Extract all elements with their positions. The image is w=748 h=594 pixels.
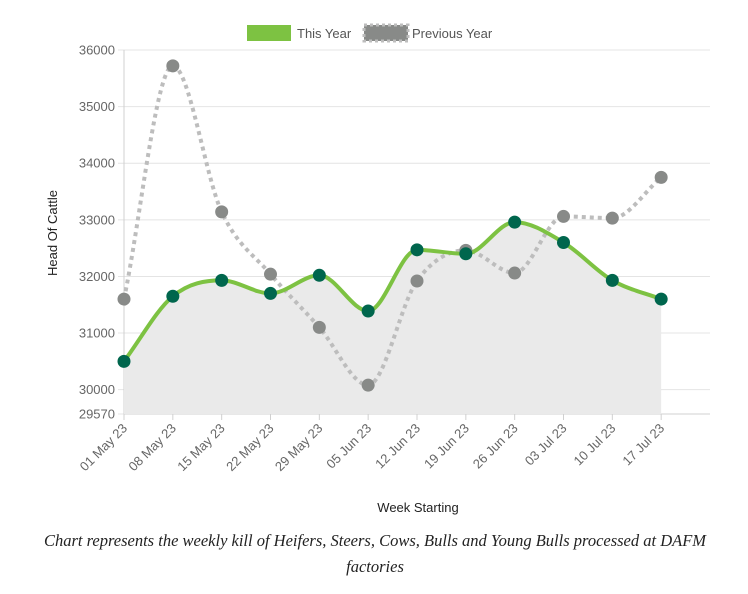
chart-caption: Chart represents the weekly kill of Heif… <box>43 531 707 576</box>
x-tick-label: 17 Jul 23 <box>619 421 667 469</box>
legend-swatch-previous-year <box>362 23 410 43</box>
y-tick-label: 29570 <box>79 407 115 422</box>
y-tick-label: 35000 <box>79 99 115 114</box>
x-tick-label: 03 Jul 23 <box>522 421 570 469</box>
y-tick-label: 31000 <box>79 326 115 341</box>
x-tick-label: 01 May 23 <box>77 421 131 475</box>
this-year-area <box>124 222 662 414</box>
legend-label-this-year: This Year <box>297 26 352 41</box>
this-year-point <box>605 273 619 287</box>
x-tick-label: 19 Jun 23 <box>421 421 472 472</box>
x-tick-label: 26 Jun 23 <box>470 421 521 472</box>
x-tick-label: 10 Jul 23 <box>571 421 619 469</box>
x-tick-label: 22 May 23 <box>223 421 277 475</box>
this-year-point <box>264 286 277 300</box>
previous-year-point <box>605 211 619 225</box>
points-layer <box>117 59 668 392</box>
x-tick-label: 15 May 23 <box>174 421 228 475</box>
legend-label-previous-year: Previous Year <box>412 26 493 41</box>
this-year-point <box>215 273 229 287</box>
x-tick-label: 29 May 23 <box>272 421 326 475</box>
previous-year-point <box>361 378 375 392</box>
y-axis: 29570 30000 31000 32000 33000 34000 35000 36000 <box>79 43 115 422</box>
y-tick-label: 32000 <box>79 269 115 284</box>
previous-year-point <box>264 267 277 281</box>
previous-year-point <box>557 209 570 223</box>
chart: This Year Previous Year 29570 30000 31000 32… <box>45 23 710 515</box>
previous-year-point <box>410 274 424 288</box>
x-axis-title: Week Starting <box>377 500 458 515</box>
legend: This Year Previous Year <box>247 23 493 43</box>
previous-year-point <box>508 266 522 280</box>
y-tick-label: 36000 <box>79 43 115 58</box>
x-tick-label: 12 Jun 23 <box>372 421 423 472</box>
chart-svg: This Year Previous Year 29570 30000 31000 32… <box>45 23 710 515</box>
this-year-point <box>654 292 668 306</box>
previous-year-point <box>166 59 180 73</box>
y-tick-label: 34000 <box>79 156 115 171</box>
previous-year-point <box>117 292 131 306</box>
this-year-point <box>508 215 522 229</box>
this-year-point <box>557 235 570 249</box>
y-tick-label: 33000 <box>79 212 115 227</box>
legend-swatch-this-year <box>247 25 291 41</box>
this-year-point <box>166 289 180 303</box>
this-year-point <box>312 268 326 282</box>
previous-year-point <box>215 205 229 219</box>
y-axis-title: Head Of Cattle <box>45 190 60 276</box>
this-year-point <box>117 354 131 368</box>
x-tick-label: 05 Jun 23 <box>323 421 374 472</box>
x-tick-label: 08 May 23 <box>125 421 179 475</box>
previous-year-point <box>654 170 668 184</box>
this-year-point <box>459 247 473 261</box>
y-tick-label: 30000 <box>79 382 115 397</box>
previous-year-point <box>312 320 326 334</box>
this-year-point <box>361 304 375 318</box>
this-year-point <box>410 243 424 257</box>
area-layer <box>124 222 662 414</box>
